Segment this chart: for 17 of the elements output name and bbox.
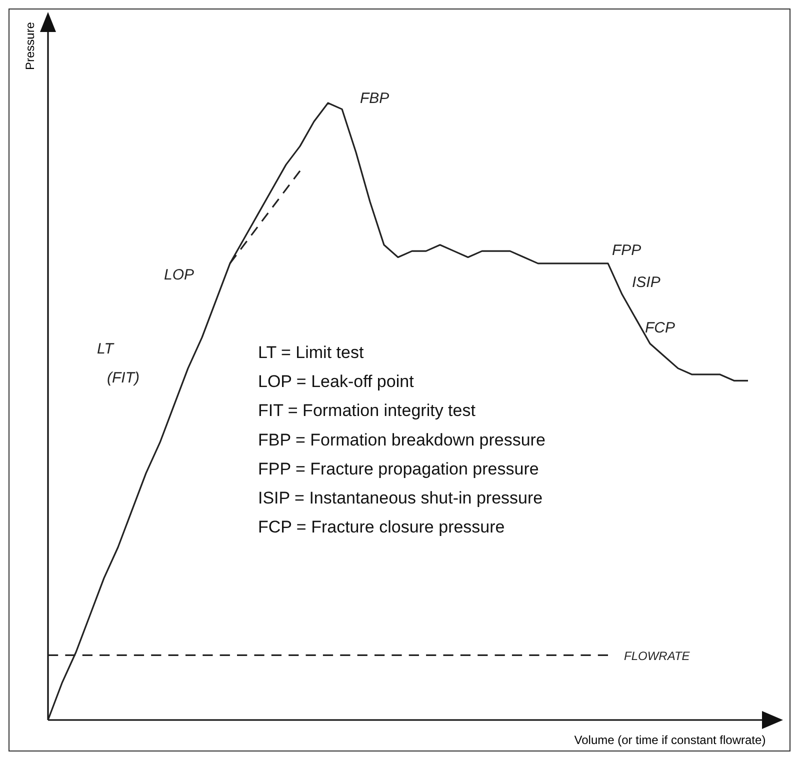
y-axis-title: Pressure <box>23 22 37 70</box>
annotation: FCP <box>645 320 675 337</box>
annotation: FPP = Fracture propagation pressure <box>258 459 539 478</box>
x-axis-title: Volume (or time if constant flowrate) <box>574 733 766 747</box>
series-label: FLOWRATE <box>624 649 691 664</box>
annotation: FCP = Fracture closure pressure <box>258 517 505 536</box>
annotation: ISIP <box>632 274 660 291</box>
annotation: LT <box>97 340 116 358</box>
annotation: LT = Limit test <box>258 343 364 362</box>
annotation: LOP <box>164 266 194 284</box>
annotation: FIT = Formation integrity test <box>258 401 476 420</box>
annotation: FBP = Formation breakdown pressure <box>258 430 546 450</box>
annotation: (FIT) <box>107 369 140 386</box>
annotation: FBP <box>360 90 390 107</box>
annotation: FPP <box>612 242 642 259</box>
annotation: LOP = Leak-off point <box>258 372 414 392</box>
annotation: ISIP = Instantaneous shut-in pressure <box>258 488 543 508</box>
